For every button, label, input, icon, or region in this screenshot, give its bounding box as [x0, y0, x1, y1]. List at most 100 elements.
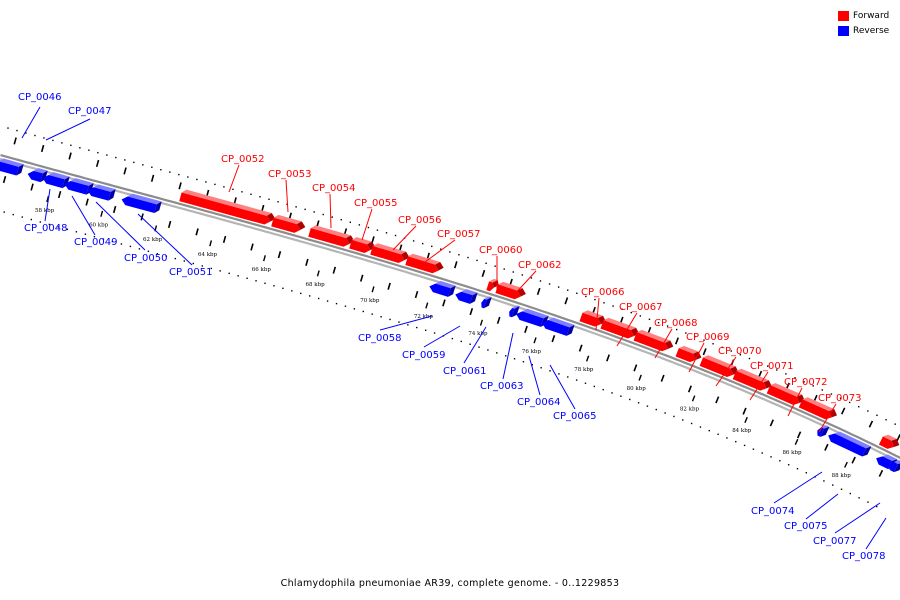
reverse-gene-block: [121, 193, 162, 214]
reverse-gene-block: [889, 460, 900, 473]
backbone-upper-line: [0, 154, 900, 459]
reverse-gene-label: CP_0047: [68, 106, 111, 117]
forward-gene-label: CP_0057: [437, 229, 480, 240]
reverse-gene-leader-line: [71, 195, 96, 236]
reverse-gene-block: [542, 317, 575, 336]
forward-gene-label: CP_0053: [268, 169, 311, 180]
forward-gene-label: CP_0056: [398, 215, 441, 226]
forward-gene-leader-line: [749, 371, 769, 401]
reverse-gene-leader-line: [45, 118, 91, 141]
forward-gene-leader-line: [787, 387, 803, 417]
forward-gene-block: [600, 317, 640, 339]
reverse-gene-leader-line: [423, 325, 461, 348]
forward-gene-block: [633, 329, 674, 352]
scale-label: 58 kbp: [35, 208, 55, 214]
scale-tick-12: [691, 395, 696, 402]
forward-gene-block: [271, 214, 306, 233]
forward-gene-block: [766, 383, 805, 405]
reverse-gene-label: CP_0078: [842, 551, 885, 562]
scale-label: 84 kbp: [732, 428, 752, 434]
reverse-gene-label: CP_0058: [358, 333, 401, 344]
forward-gene-label: CP_0055: [354, 198, 397, 209]
scale-tick-10: [585, 355, 590, 362]
forward-gene-leader-line: [285, 179, 289, 213]
scale-label: 70 kbp: [360, 298, 380, 304]
reverse-gene-label: CP_0061: [443, 366, 486, 377]
scale-label: 62 kbp: [143, 237, 163, 243]
forward-gene-leader-line: [616, 312, 638, 347]
legend-label-reverse: Reverse: [853, 25, 890, 36]
scale-label: 74 kbp: [468, 331, 488, 337]
reverse-gene-label: CP_0063: [480, 381, 523, 392]
legend-swatch-forward: [838, 10, 849, 21]
scale-label: 80 kbp: [627, 386, 647, 392]
forward-gene-block: [370, 243, 410, 263]
forward-gene-leader-line: [329, 193, 332, 229]
forward-gene-leader-line: [392, 225, 417, 251]
reverse-gene-leader-line: [528, 355, 541, 396]
genome-caption: Chlamydophila pneumoniae AR39, complete …: [280, 578, 620, 589]
reverse-gene-block: [828, 431, 872, 457]
reverse-gene-label: CP_0051: [169, 267, 212, 278]
legend-swatch-reverse: [838, 25, 849, 36]
forward-gene-block: [798, 397, 838, 420]
scale-label: 72 kbp: [414, 314, 434, 320]
scale-label: 68 kbp: [306, 282, 326, 288]
legend: Forward Reverse: [838, 8, 889, 38]
reverse-gene-label: CP_0048: [24, 223, 67, 234]
forward-gene-label: CP_0070: [718, 346, 761, 357]
forward-gene-block: [495, 281, 526, 300]
scale-tick-7: [425, 302, 429, 309]
reverse-gene-leader-line: [44, 188, 51, 222]
reverse-gene-label: CP_0074: [751, 506, 794, 517]
forward-gene-leader-line: [818, 403, 837, 433]
forward-gene-label: CP_0068: [654, 318, 697, 329]
scale-label: 66 kbp: [252, 267, 272, 273]
reverse-gene-leader-line: [805, 493, 839, 520]
scale-tick-5: [316, 270, 320, 277]
forward-gene-leader-line: [424, 239, 456, 263]
scale-tick-15: [844, 461, 848, 468]
reverse-gene-leader-line: [379, 315, 433, 331]
reverse-gene-label: CP_0064: [517, 397, 560, 408]
scale-label: 64 kbp: [198, 252, 218, 258]
scale-label: 82 kbp: [680, 407, 700, 413]
scale-tick-1: [100, 210, 104, 217]
reverse-gene-block: [42, 172, 70, 189]
scale-label: 60 kbp: [89, 222, 109, 228]
scale-tick-9: [533, 337, 537, 344]
forward-gene-label: CP_0060: [479, 245, 522, 256]
forward-gene-label: CP_0067: [619, 302, 662, 313]
forward-gene-label: CP_0066: [581, 287, 624, 298]
reverse-gene-block: [817, 425, 830, 437]
forward-gene-leader-line: [228, 164, 240, 193]
forward-gene-label: CP_0071: [750, 361, 793, 372]
scale-tick-13: [744, 416, 748, 424]
legend-item-reverse: Reverse: [838, 23, 889, 38]
reverse-gene-leader-line: [95, 201, 146, 251]
reverse-gene-label: CP_0046: [18, 92, 61, 103]
reverse-gene-leader-line: [502, 332, 514, 380]
reverse-gene-block: [429, 280, 456, 297]
reverse-gene-label: CP_0059: [402, 350, 445, 361]
reverse-gene-leader-line: [463, 326, 487, 364]
forward-gene-label: CP_0073: [818, 393, 861, 404]
scale-tick-0: [46, 196, 50, 203]
scale-tick-14: [794, 438, 799, 445]
forward-gene-label: CP_0062: [518, 260, 561, 271]
scale-tick-6: [371, 286, 375, 293]
forward-gene-label: CP_0052: [221, 154, 264, 165]
forward-gene-label: CP_0069: [686, 332, 729, 343]
reverse-gene-block: [64, 178, 94, 195]
forward-gene-leader-line: [654, 328, 673, 359]
scale-tick-11: [638, 374, 642, 381]
reverse-gene-leader-line: [773, 471, 823, 504]
reverse-gene-block: [0, 158, 24, 176]
scale-tick-8: [479, 319, 484, 326]
reverse-gene-block: [27, 168, 48, 183]
scale-label: 76 kbp: [522, 349, 542, 355]
reverse-gene-leader-line: [865, 517, 887, 550]
reverse-gene-leader-line: [137, 213, 193, 266]
reverse-gene-label: CP_0075: [784, 521, 827, 532]
forward-gene-leader-line: [511, 270, 537, 298]
